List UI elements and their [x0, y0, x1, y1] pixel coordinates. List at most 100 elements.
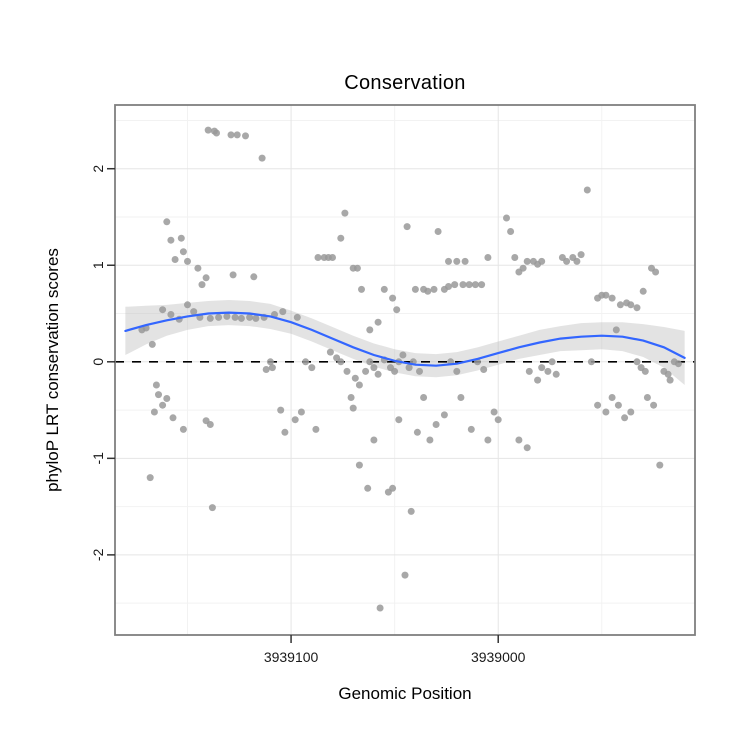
data-point [231, 313, 239, 321]
data-point [538, 364, 546, 372]
data-point [639, 287, 647, 295]
data-point [411, 285, 419, 293]
data-point [389, 484, 397, 492]
data-point [503, 214, 510, 222]
data-point [380, 285, 388, 293]
data-point [337, 234, 345, 242]
data-point [258, 154, 266, 162]
data-point [490, 408, 498, 416]
data-point [177, 234, 185, 242]
data-point [451, 281, 459, 289]
data-point [480, 366, 488, 373]
chart-title: Conservation [344, 72, 466, 94]
data-point [370, 436, 378, 444]
data-point [666, 376, 674, 384]
data-point [308, 364, 316, 372]
data-point [277, 406, 285, 414]
data-point [355, 461, 363, 469]
data-point [146, 474, 154, 482]
y-tick-label: -2 [90, 548, 106, 561]
data-point [341, 209, 349, 217]
y-tick-label: 1 [90, 261, 106, 269]
data-point [169, 414, 177, 422]
data-point [445, 283, 452, 290]
data-point [266, 358, 274, 366]
data-point [268, 364, 276, 372]
data-point [279, 308, 287, 316]
data-point [202, 274, 210, 282]
data-point [594, 401, 602, 409]
data-point [194, 264, 202, 272]
data-point [262, 366, 270, 373]
y-tick-label: 2 [90, 165, 106, 173]
data-point [184, 257, 191, 265]
data-point [511, 254, 519, 261]
data-point [621, 414, 629, 422]
data-point [349, 404, 357, 412]
data-point [370, 364, 378, 372]
data-point [155, 391, 162, 399]
data-point [250, 273, 258, 281]
data-point [302, 358, 310, 366]
data-point [459, 281, 467, 289]
data-point [208, 504, 216, 512]
y-tick-label: -1 [90, 452, 106, 465]
data-point [656, 461, 664, 469]
data-point [148, 340, 156, 348]
data-point [434, 228, 442, 235]
data-point [395, 416, 403, 424]
x-axis-title: Genomic Position [338, 684, 472, 703]
data-point [453, 257, 461, 265]
data-point [223, 312, 231, 320]
data-point [343, 367, 351, 375]
data-point [494, 416, 502, 424]
data-point [548, 358, 556, 366]
data-point [515, 436, 523, 444]
data-point [608, 294, 616, 302]
data-point [403, 223, 411, 231]
data-point [544, 367, 552, 375]
y-tick-label: 0 [90, 358, 106, 366]
data-point [171, 256, 179, 263]
data-point [445, 257, 452, 265]
data-point [202, 417, 210, 425]
data-point [577, 251, 585, 259]
data-point [457, 394, 465, 401]
data-point [215, 313, 223, 321]
data-point [152, 381, 160, 389]
data-point [478, 281, 486, 289]
data-point [229, 271, 237, 279]
data-point [293, 313, 301, 321]
data-point [484, 436, 492, 444]
data-point [633, 358, 641, 366]
confidence-band [125, 300, 685, 385]
data-point [507, 228, 515, 235]
data-point [314, 254, 322, 261]
data-point [602, 291, 610, 299]
data-point [362, 367, 370, 375]
plot-panel [115, 105, 695, 635]
data-point [484, 254, 492, 261]
data-point [159, 306, 167, 314]
data-point [242, 132, 249, 140]
data-point [206, 314, 214, 322]
data-point [163, 218, 171, 226]
data-point [602, 408, 610, 416]
data-point [641, 367, 649, 375]
data-point [163, 395, 171, 402]
data-point [608, 394, 616, 401]
data-point [633, 304, 641, 312]
data-point [326, 348, 334, 356]
data-point [237, 314, 245, 322]
data-point [347, 394, 355, 401]
data-point [337, 358, 345, 366]
data-point [563, 257, 571, 265]
x-tick-label: 3939100 [264, 649, 319, 665]
data-point [374, 370, 382, 378]
data-point [281, 428, 289, 436]
data-point [329, 254, 336, 261]
data-point [583, 186, 591, 194]
data-point [389, 294, 397, 302]
data-point [399, 351, 407, 359]
